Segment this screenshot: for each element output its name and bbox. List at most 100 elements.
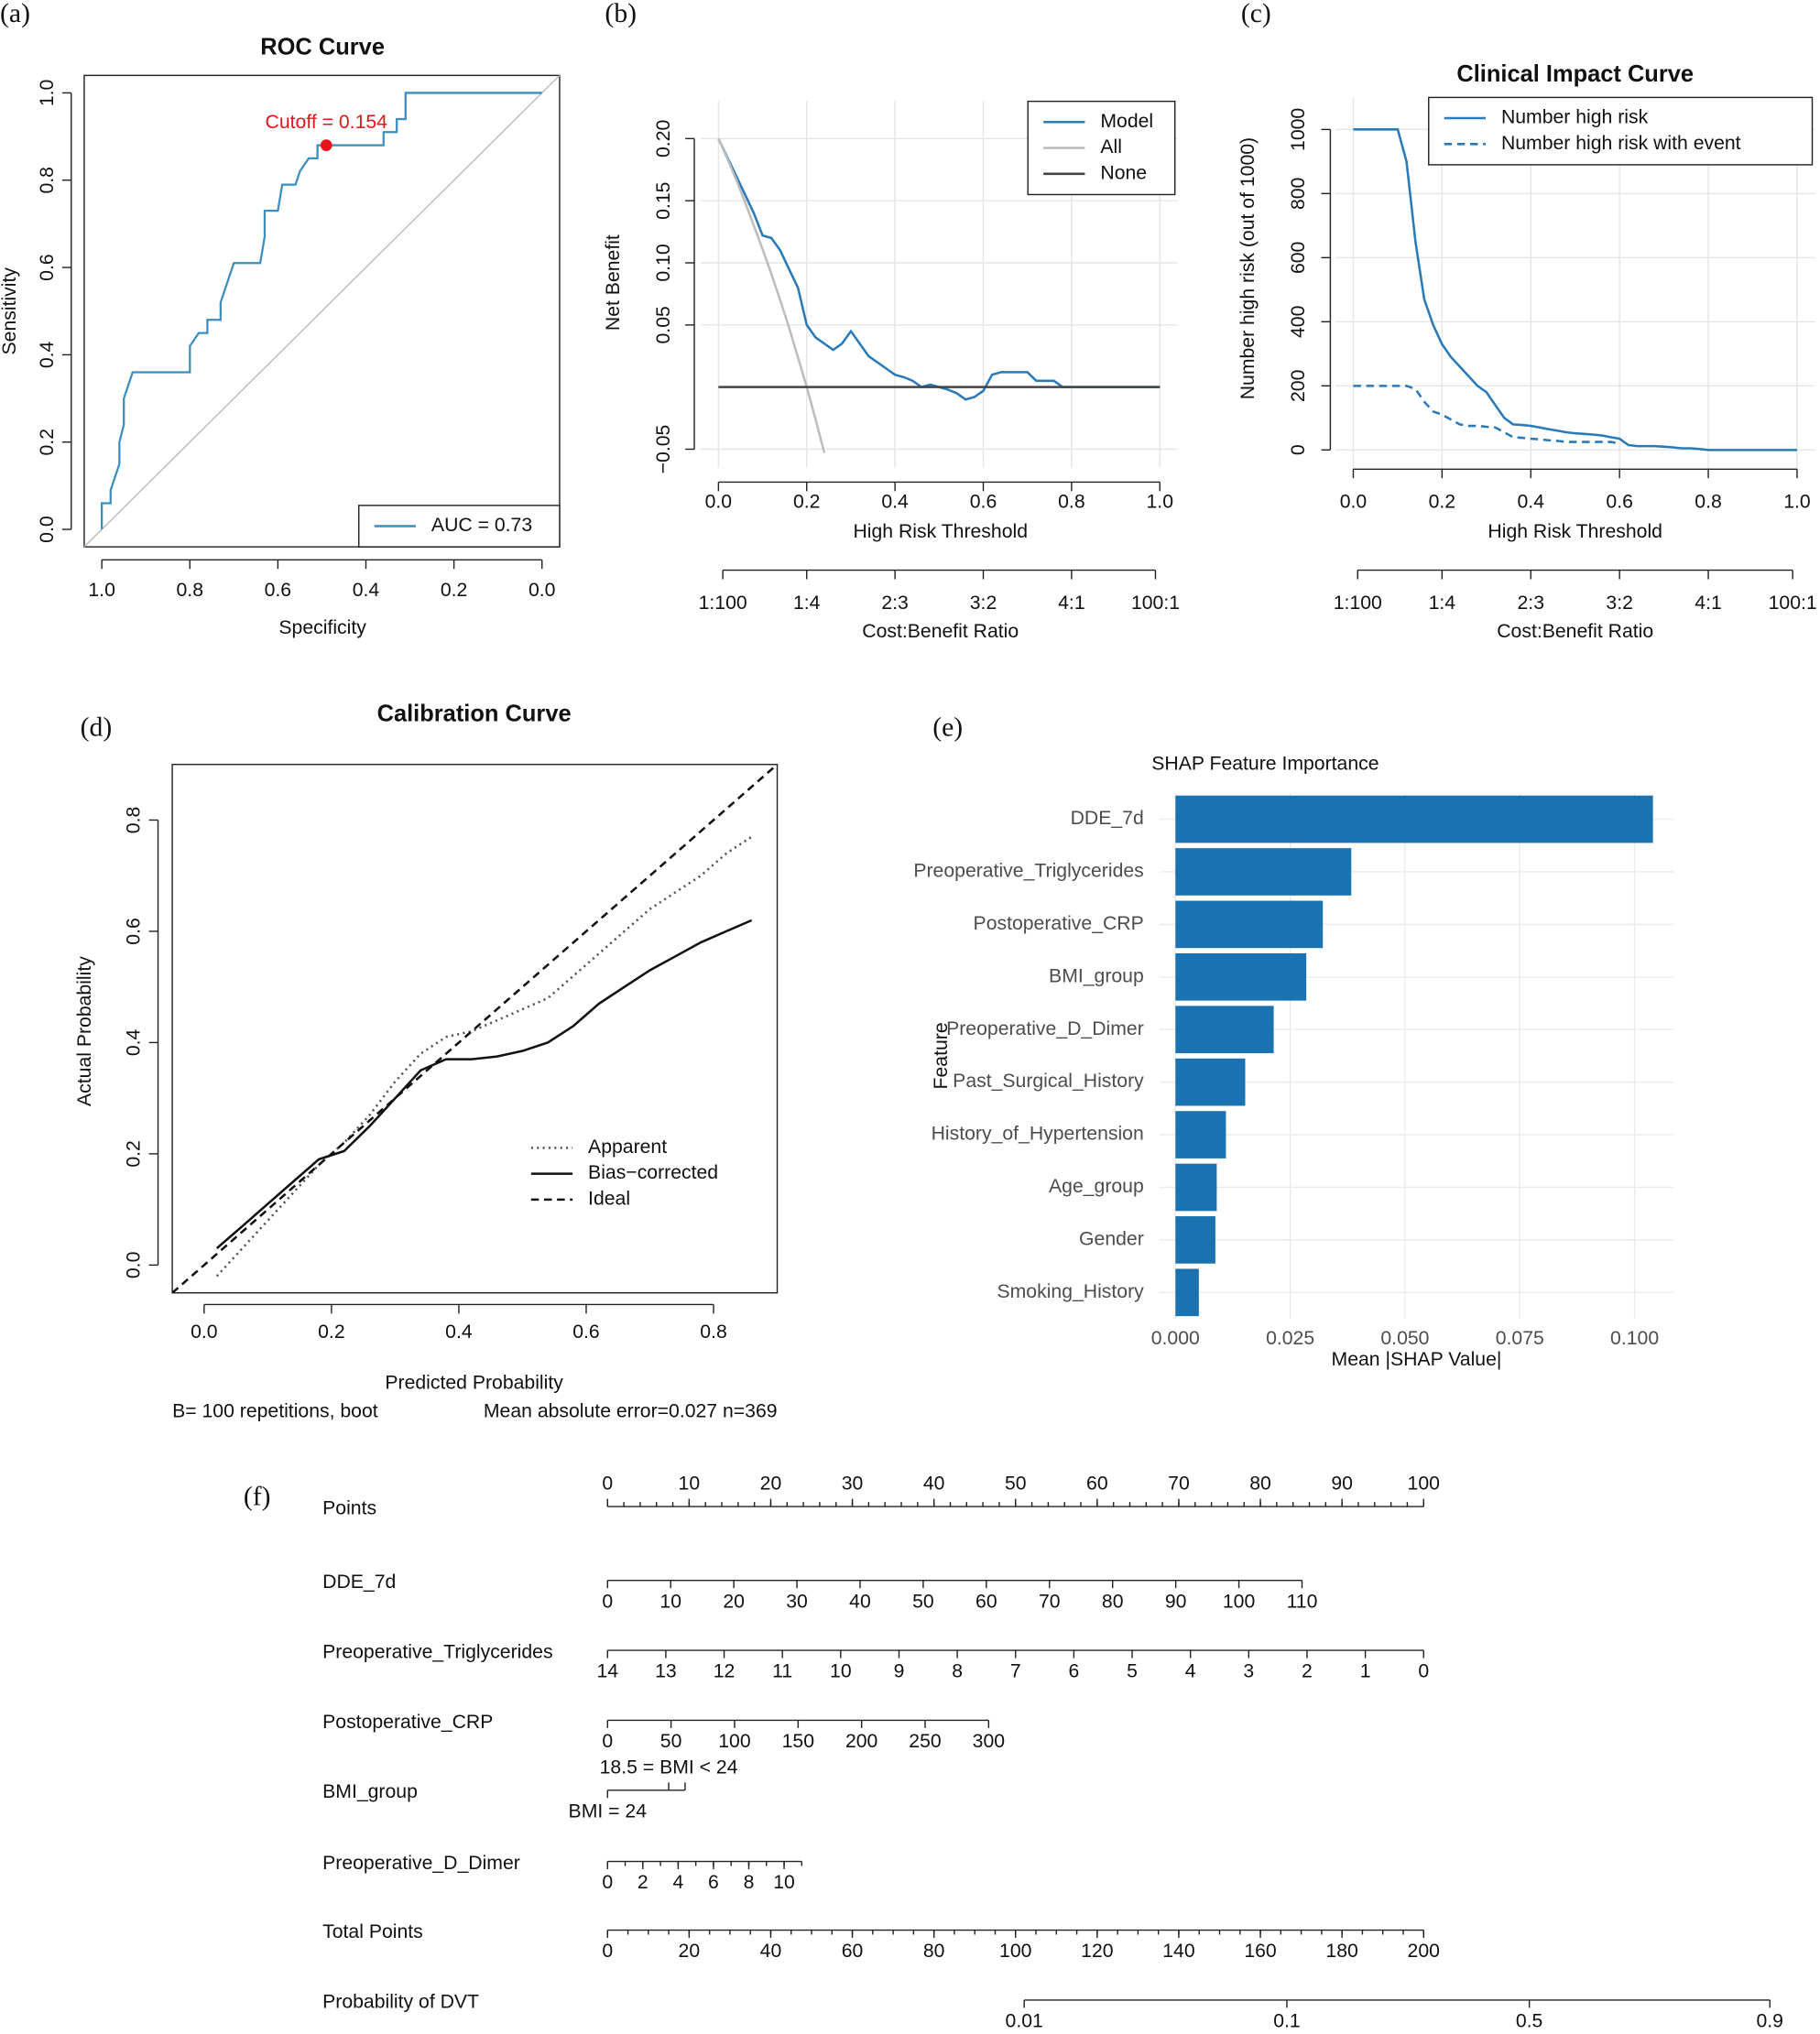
tick-label: 30 [842, 1474, 864, 1495]
y-tick-label: Gender [1079, 1228, 1144, 1249]
tick-label: 180 [1325, 1941, 1357, 1962]
y-tick-label: 0.20 [653, 120, 674, 158]
x-tick-label: 1.0 [1783, 492, 1810, 513]
tick-label: 50 [912, 1591, 934, 1612]
y-tick-label: Age_group [1049, 1176, 1144, 1197]
y-axis-label: Feature [931, 1022, 952, 1089]
y-tick-label: Smoking_History [997, 1281, 1145, 1302]
y-axis-label: Actual Probability [74, 956, 95, 1106]
x2-tick-label: 3:2 [970, 593, 997, 614]
tick-label: 80 [1249, 1474, 1271, 1495]
y-tick-label: 1000 [1288, 108, 1309, 151]
tick-label: 200 [1408, 1941, 1440, 1962]
y-tick-label: 0.6 [37, 254, 58, 280]
plot-box [171, 764, 779, 1294]
tick-label: 20 [723, 1591, 745, 1612]
x-tick-label: 0.0 [705, 492, 732, 513]
x-tick-label: 1.0 [88, 580, 114, 601]
tick-label: 100 [999, 1941, 1031, 1962]
reference-diagonal [83, 74, 561, 548]
tick-label: 3 [1243, 1661, 1254, 1682]
y-tick-label: 0.4 [37, 341, 58, 368]
tick-label: 100 [1408, 1474, 1440, 1495]
chart-title: SHAP Feature Importance [1151, 753, 1379, 774]
y-tick-label: 0.15 [653, 182, 674, 220]
note: B= 100 repetitions, boot [172, 1400, 378, 1421]
chart-title: Clinical Impact Curve [1456, 61, 1694, 87]
x-tick-label: 0.8 [700, 1322, 726, 1343]
y-tick-label: Preoperative_Triglycerides [913, 861, 1143, 882]
row-label: DDE_7d [322, 1572, 396, 1593]
y-tick-label: DDE_7d [1071, 808, 1144, 829]
y-tick-label: 0.10 [653, 244, 674, 281]
cutoff-point [320, 139, 332, 151]
tick-label: 0 [602, 1872, 613, 1893]
tick-label: 0 [602, 1474, 613, 1495]
legend-label: Number high risk [1501, 107, 1649, 128]
x2-axis-label: Cost:Benefit Ratio [1497, 621, 1653, 642]
legend-label: AUC = 0.73 [431, 515, 532, 536]
tick-label: 0 [602, 1731, 613, 1752]
x-tick-label: 1.0 [1147, 492, 1173, 513]
series-line [215, 919, 753, 1250]
x-tick-label: 0.4 [1518, 492, 1545, 513]
tick-label: 100 [1223, 1591, 1255, 1612]
y-tick-label: 400 [1288, 306, 1309, 338]
legend-label: None [1100, 162, 1147, 183]
tick-label: 0.01 [1006, 2011, 1043, 2032]
legend-label: Apparent [588, 1137, 667, 1158]
x2-tick-label: 1:100 [699, 593, 747, 614]
bar [1175, 1163, 1217, 1212]
y-tick-label: 0.05 [653, 306, 674, 343]
y-axis-label: Sensitivity [0, 267, 20, 355]
x2-tick-label: 1:4 [793, 593, 821, 614]
bar [1175, 848, 1352, 896]
tick-label: 10 [659, 1591, 681, 1612]
x2-tick-label: 100:1 [1769, 593, 1817, 614]
x2-tick-label: 100:1 [1131, 593, 1180, 614]
x-axis-label: Specificity [278, 617, 366, 638]
tick-label: 0 [602, 1591, 613, 1612]
x-tick-label: 0.025 [1266, 1328, 1314, 1349]
panel-label: (b) [605, 0, 637, 28]
y-tick-label: History_of_Hypertension [932, 1124, 1144, 1145]
legend-label: Model [1100, 111, 1153, 132]
x-tick-label: 0.0 [191, 1322, 217, 1343]
series-line [1353, 128, 1797, 451]
x-tick-label: 0.8 [1058, 492, 1084, 513]
plot-box [83, 74, 561, 548]
bar [1175, 1268, 1199, 1317]
bar [1175, 795, 1653, 843]
tick-label: 13 [655, 1661, 677, 1682]
tick-label: 6 [1069, 1661, 1080, 1682]
tick-label: 60 [842, 1941, 864, 1962]
note: Mean absolute error=0.027 n=369 [484, 1400, 778, 1421]
y-tick-label: 600 [1288, 242, 1309, 274]
x-tick-label: 0.2 [793, 492, 820, 513]
x2-tick-label: 3:2 [1606, 593, 1632, 614]
y-tick-label: BMI_group [1049, 965, 1144, 986]
y-tick-label: Preoperative_D_Dimer [946, 1018, 1144, 1039]
x-tick-label: 0.0 [529, 580, 555, 601]
x-tick-label: 0.000 [1151, 1328, 1200, 1349]
tick-label: 140 [1162, 1941, 1194, 1962]
annotation: Cutoff = 0.154 [266, 112, 388, 133]
x-tick-label: 0.2 [318, 1322, 344, 1343]
tick-label: 4 [672, 1872, 683, 1893]
row-label: Postoperative_CRP [322, 1712, 493, 1733]
tick-label: 200 [845, 1731, 877, 1752]
legend-label: Number high risk with event [1501, 133, 1741, 154]
y-tick-label: 0.4 [124, 1028, 145, 1056]
x-axis-label: High Risk Threshold [853, 521, 1028, 542]
tick-label: 50 [1005, 1474, 1027, 1495]
bar [1175, 1006, 1274, 1054]
x2-tick-label: 4:1 [1058, 593, 1084, 614]
legend-label: Ideal [588, 1189, 630, 1210]
y-tick-label: 200 [1288, 370, 1309, 402]
tick-label: 90 [1165, 1591, 1187, 1612]
tick-label: 80 [1102, 1591, 1124, 1612]
row-label: Points [322, 1498, 376, 1519]
y-axis-label: Net Benefit [603, 234, 624, 331]
x2-tick-label: 1:100 [1334, 593, 1382, 614]
